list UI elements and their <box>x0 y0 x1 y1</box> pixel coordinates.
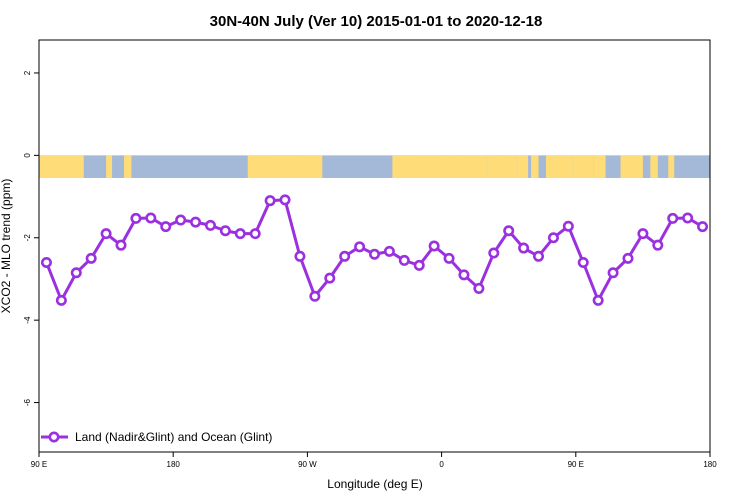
x-axis-label: Longitude (deg E) <box>327 477 422 491</box>
land-segment <box>650 155 658 179</box>
data-point <box>324 272 336 284</box>
data-point <box>577 256 589 268</box>
data-point <box>458 269 470 281</box>
data-point <box>40 256 52 268</box>
data-point <box>562 220 574 232</box>
land-segment <box>516 155 529 179</box>
land-segment <box>456 155 464 179</box>
data-point <box>667 212 679 224</box>
data-point <box>204 219 216 231</box>
y-tick-label: -2 <box>23 234 32 242</box>
data-point <box>413 259 425 271</box>
land-segment <box>126 155 132 179</box>
data-point <box>339 250 351 262</box>
data-point <box>130 212 142 224</box>
data-point <box>100 228 112 240</box>
y-tick-label: -4 <box>23 316 32 324</box>
data-point <box>518 242 530 254</box>
data-point <box>607 267 619 279</box>
land-segment <box>123 155 126 179</box>
data-point <box>637 228 649 240</box>
data-point <box>160 221 172 233</box>
land-segment <box>557 155 573 179</box>
y-tick-label: -6 <box>23 398 32 406</box>
data-point <box>473 282 485 294</box>
data-point <box>85 252 97 264</box>
legend: Land (Nadir&Glint) and Ocean (Glint) <box>41 430 272 444</box>
land-ocean-band <box>39 155 710 179</box>
data-point <box>592 294 604 306</box>
y-tick-label: 2 <box>23 70 32 75</box>
data-point <box>70 267 82 279</box>
data-point <box>115 239 127 251</box>
data-point <box>294 250 306 262</box>
chart-title: 30N-40N July (Ver 10) 2015-01-01 to 2020… <box>210 13 543 30</box>
land-segment <box>393 155 487 179</box>
x-tick-label: 90 E <box>31 460 47 469</box>
land-segment <box>545 155 561 179</box>
data-point <box>55 294 67 306</box>
x-tick-label: 180 <box>703 460 717 469</box>
data-point <box>175 214 187 226</box>
series-layer <box>40 194 709 306</box>
land-segment <box>39 155 84 179</box>
x-tick-label: 90 E <box>568 460 584 469</box>
data-point <box>488 247 500 259</box>
data-point <box>368 248 380 260</box>
data-point <box>622 252 634 264</box>
data-point <box>354 241 366 253</box>
y-axis: 2 0 -2 -4 -6 <box>23 70 39 406</box>
land-segment <box>295 155 323 179</box>
y-tick-label: 0 <box>23 153 32 158</box>
x-tick-label: 90 W <box>298 460 317 469</box>
land-segment <box>531 155 539 179</box>
data-point <box>190 216 202 228</box>
data-point <box>234 228 246 240</box>
data-point <box>219 225 231 237</box>
data-point <box>533 250 545 262</box>
land-segment <box>593 155 606 179</box>
x-tick-label: 0 <box>439 460 444 469</box>
land-segment <box>620 155 643 179</box>
legend-label: Land (Nadir&Glint) and Ocean (Glint) <box>75 430 272 444</box>
data-point <box>264 195 276 207</box>
land-segment <box>441 155 450 179</box>
data-point <box>309 290 321 302</box>
y-axis-label: XCO2 - MLO trend (ppm) <box>0 179 13 314</box>
data-point <box>652 239 664 251</box>
data-point <box>383 245 395 257</box>
x-tick-label: 180 <box>167 460 181 469</box>
data-point <box>503 225 515 237</box>
data-point <box>547 232 559 244</box>
land-segment <box>125 155 127 179</box>
data-point <box>279 194 291 206</box>
land-segment <box>106 155 113 179</box>
data-point <box>682 212 694 224</box>
data-point <box>697 221 709 233</box>
data-point <box>443 252 455 264</box>
plot-frame <box>38 39 711 453</box>
ocean-strip <box>39 155 710 179</box>
x-axis: 90 E 180 90 W 0 90 E 180 <box>31 452 717 469</box>
legend-marker-swatch <box>48 431 60 443</box>
data-point <box>145 212 157 224</box>
data-point <box>249 228 261 240</box>
land-segment <box>493 155 502 179</box>
land-segment <box>270 155 300 179</box>
data-point <box>428 240 440 252</box>
land-segment <box>668 155 675 179</box>
data-point <box>398 254 410 266</box>
land-segment <box>572 155 594 179</box>
